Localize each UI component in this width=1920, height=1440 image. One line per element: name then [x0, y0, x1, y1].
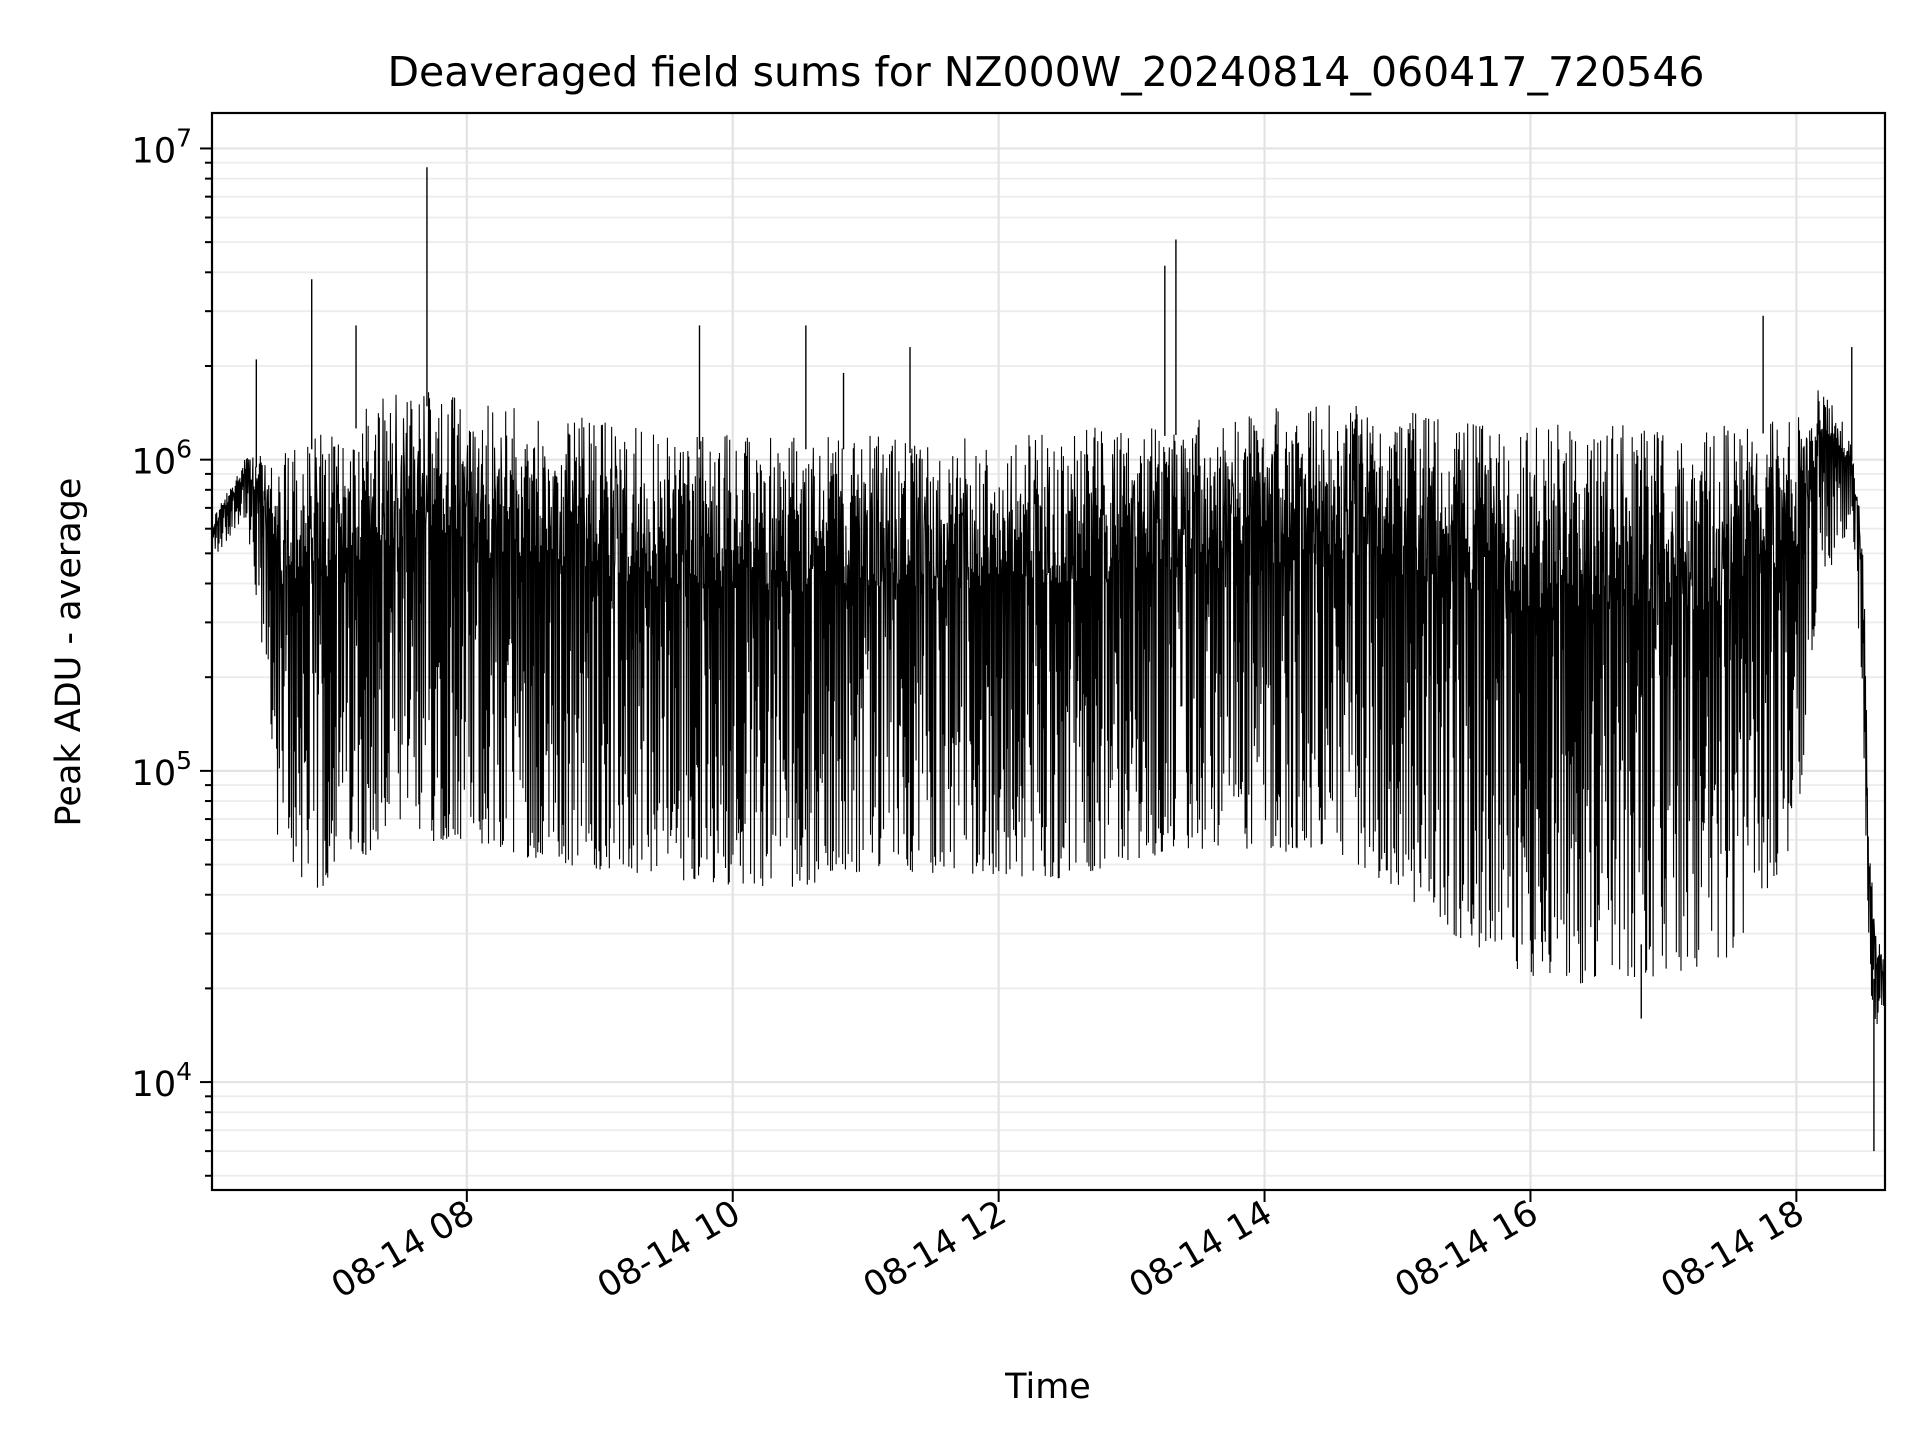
y-tick-label: 107	[132, 123, 192, 171]
y-tick-label: 104	[132, 1057, 192, 1105]
x-axis: 08-14 08 08-14 10 08-14 12 08-14 14 08-14 16…	[325, 1190, 1811, 1306]
chart-title: Deaveraged field sums for NZ000W_2024081…	[387, 48, 1704, 96]
x-tick-label: 08-14 16	[1389, 1193, 1545, 1306]
data-series	[211, 167, 1886, 1152]
x-tick-label: 08-14 18	[1655, 1193, 1811, 1306]
x-tick-label: 08-14 10	[591, 1193, 747, 1306]
plot-area-frame	[210, 111, 1887, 1192]
x-tick-label: 08-14 14	[1123, 1193, 1279, 1306]
x-tick-label: 08-14 12	[857, 1193, 1013, 1306]
y-tick-label: 106	[132, 435, 192, 483]
y-axis: 104 105 106 107	[132, 123, 212, 1177]
y-tick-label: 105	[132, 746, 192, 794]
x-tick-label: 08-14 08	[325, 1193, 481, 1306]
series-line	[211, 390, 1886, 1025]
x-axis-label: Time	[1004, 1367, 1091, 1407]
y-axis-label: Peak ADU - average	[49, 478, 89, 827]
